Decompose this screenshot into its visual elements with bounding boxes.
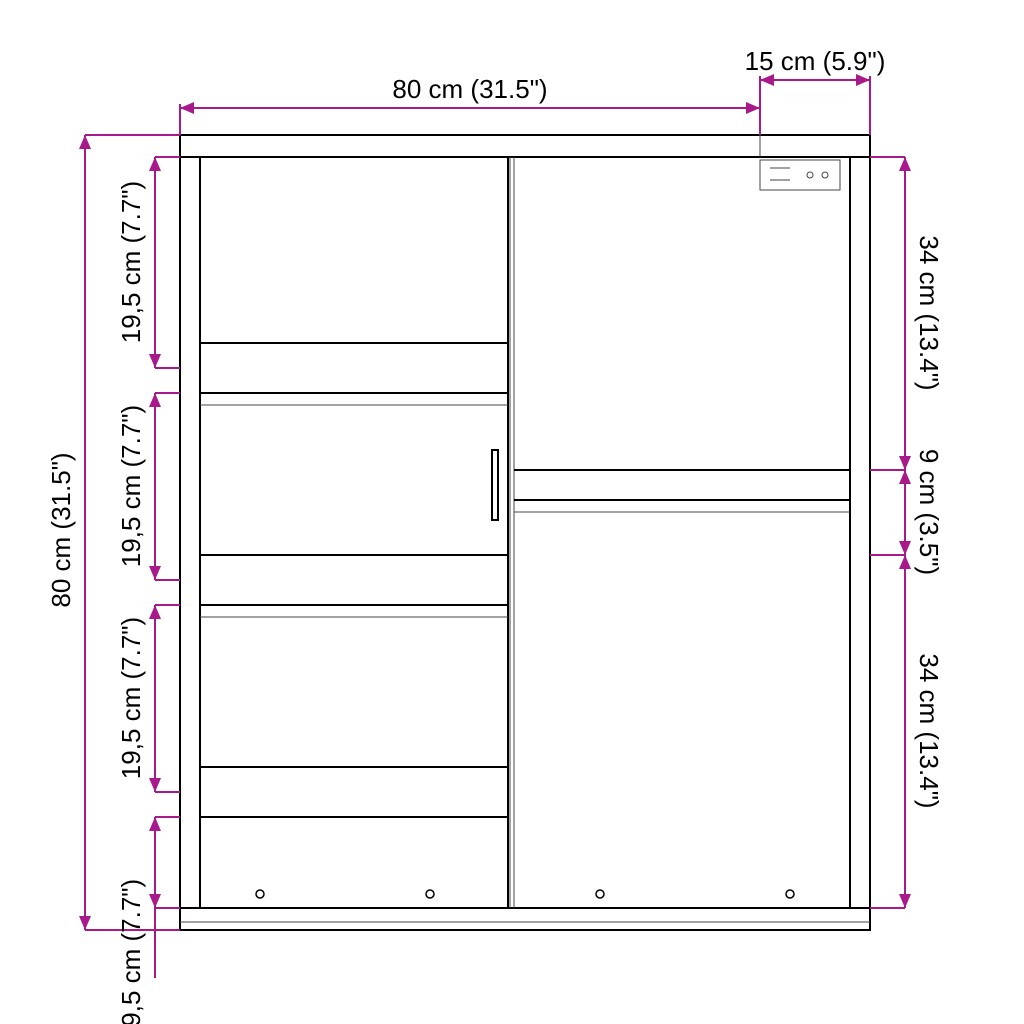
mount-hole [426, 890, 434, 898]
mount-hole [596, 890, 604, 898]
dimension-label: 80 cm (31.5") [392, 74, 547, 104]
mount-hole [256, 890, 264, 898]
dimension-label: 80 cm (31.5") [46, 452, 76, 607]
dimension-label: 15 cm (5.9") [745, 46, 886, 76]
dimension-label: 19,5 cm (7.7") [116, 879, 146, 1024]
dimension-label: 19,5 cm (7.7") [116, 405, 146, 567]
dimension-label: 34 cm (13.4") [914, 235, 944, 390]
dimension-label: 34 cm (13.4") [914, 653, 944, 808]
mount-hole [786, 890, 794, 898]
dimension-label: 19,5 cm (7.7") [116, 617, 146, 779]
dimension-label: 9 cm (3.5") [914, 449, 944, 575]
dimension-label: 19,5 cm (7.7") [116, 181, 146, 343]
door-handle [492, 450, 498, 520]
cabinet-outline [180, 135, 870, 930]
